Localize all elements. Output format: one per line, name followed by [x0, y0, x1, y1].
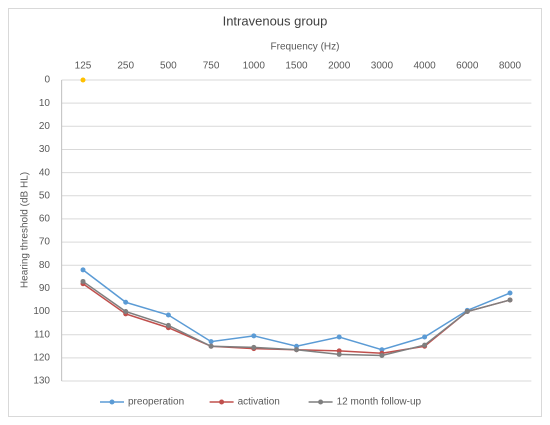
y-tick-label: 110	[34, 329, 50, 340]
data-point	[208, 339, 214, 345]
x-tick-label: 1500	[285, 61, 308, 72]
y-axis-title: Hearing threshold (dB HL)	[20, 172, 31, 288]
y-tick-label: 0	[44, 75, 50, 86]
data-point	[422, 334, 428, 340]
x-tick-label: 8000	[499, 61, 522, 72]
x-tick-label: 6000	[456, 61, 479, 72]
data-point	[165, 322, 171, 328]
data-point	[294, 347, 299, 353]
y-tick-label: 130	[33, 376, 50, 387]
data-point	[251, 333, 257, 339]
data-point	[80, 278, 86, 284]
legend-label: activation	[238, 397, 280, 408]
data-point	[379, 353, 385, 359]
chart-title: Intravenous group	[223, 13, 328, 28]
y-tick-label: 90	[39, 283, 51, 294]
legend-label: preoperation	[128, 397, 184, 408]
y-tick-label: 80	[39, 260, 51, 271]
legend-marker	[109, 399, 115, 405]
data-point	[507, 297, 513, 303]
data-point	[379, 347, 385, 353]
y-tick-label: 10	[39, 98, 51, 109]
data-point	[251, 344, 257, 350]
data-point	[294, 343, 299, 349]
legend-label: 12 month follow-up	[337, 397, 422, 408]
y-tick-label: 60	[39, 214, 51, 225]
y-tick-label: 70	[39, 237, 51, 248]
legend-marker	[318, 399, 324, 405]
x-tick-label: 250	[117, 61, 134, 72]
data-point	[165, 312, 171, 318]
x-tick-label: 4000	[413, 61, 436, 72]
data-point	[123, 299, 129, 305]
data-point	[336, 348, 342, 354]
data-point	[336, 351, 342, 357]
data-point	[123, 309, 129, 315]
data-point	[464, 309, 470, 315]
y-tick-label: 40	[39, 167, 51, 178]
data-point	[80, 77, 86, 83]
y-tick-label: 120	[33, 352, 50, 363]
x-tick-label: 500	[160, 61, 177, 72]
legend-marker	[219, 399, 225, 405]
x-axis-title: Frequency (Hz)	[271, 42, 340, 53]
data-point	[80, 267, 86, 273]
data-point	[208, 343, 214, 349]
data-point	[507, 290, 513, 296]
y-tick-label: 30	[39, 144, 51, 155]
y-tick-label: 100	[33, 306, 50, 317]
y-tick-label: 50	[39, 190, 51, 201]
x-tick-label: 750	[203, 61, 220, 72]
data-point	[422, 342, 428, 348]
y-tick-label: 20	[39, 121, 51, 132]
x-tick-label: 3000	[371, 61, 394, 72]
x-tick-label: 2000	[328, 61, 351, 72]
data-point	[336, 334, 342, 340]
x-tick-label: 1000	[243, 61, 266, 72]
x-tick-label: 125	[75, 61, 92, 72]
